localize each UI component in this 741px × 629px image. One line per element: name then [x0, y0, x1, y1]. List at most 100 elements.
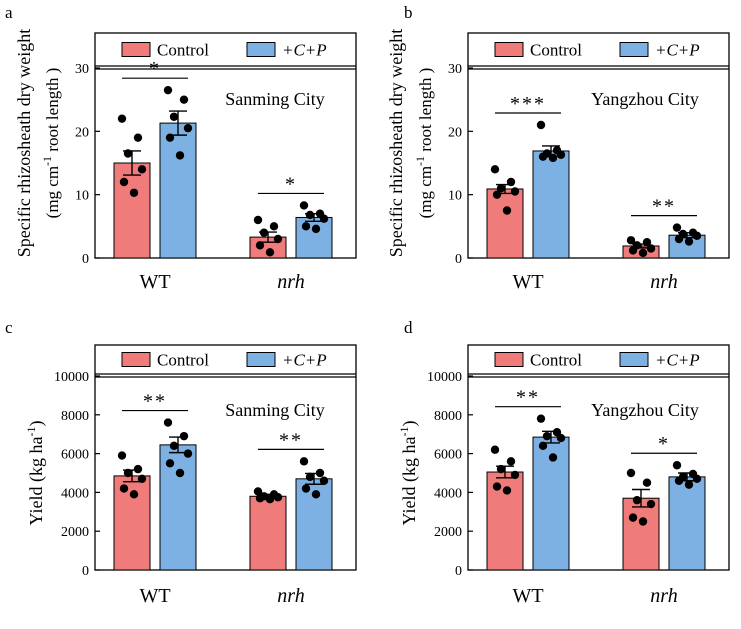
- y-tick-label: 0: [455, 564, 462, 579]
- y-tick-label: 2000: [61, 525, 89, 540]
- legend-treatment-swatch: [619, 352, 649, 367]
- data-point: [175, 151, 185, 160]
- data-point: [684, 237, 694, 246]
- legend-treatment-label: +C+P: [655, 41, 700, 60]
- data-point: [506, 457, 516, 466]
- y-tick-label: 10000: [54, 370, 89, 385]
- y-tick-label: 30: [75, 62, 89, 77]
- y-tick-label: 10: [75, 189, 89, 204]
- y-tick-label: 0: [82, 564, 89, 579]
- data-point: [175, 468, 185, 478]
- bar: [113, 162, 151, 259]
- y-tick-label: 4000: [61, 486, 89, 501]
- data-point: [548, 453, 558, 462]
- panel-b: b Control +C+P Yangzhou City 0 10 20 30 Specific…: [386, 3, 730, 293]
- data-point: [510, 187, 520, 196]
- significance-marker: *: [149, 58, 161, 80]
- category-label: nrh: [650, 585, 677, 607]
- data-point: [492, 190, 502, 199]
- y-axis-label: Yield (kg ha-1): [24, 421, 47, 526]
- y-tick-label: 8000: [61, 409, 89, 424]
- y-tick-label: 6000: [61, 448, 89, 463]
- data-point: [692, 474, 702, 484]
- bar: [486, 471, 524, 571]
- y-tick-label: 2000: [434, 525, 462, 540]
- data-point: [273, 234, 283, 244]
- panel-d: d Control +C+P Yangzhou City 0 2000 4000 6000 80…: [397, 318, 730, 607]
- legend-control-label: Control: [530, 351, 582, 370]
- data-point: [510, 470, 520, 480]
- data-point: [259, 228, 269, 237]
- data-point: [179, 431, 189, 441]
- y-tick-label: 0: [82, 252, 89, 267]
- plot-frame: [467, 344, 730, 571]
- data-point: [301, 222, 311, 231]
- data-point: [492, 482, 502, 491]
- legend-treatment-label: +C+P: [282, 351, 327, 370]
- data-point: [169, 112, 179, 121]
- legend-control-swatch: [494, 42, 524, 57]
- data-point: [628, 513, 638, 522]
- y-tick-label: 4000: [434, 486, 462, 501]
- data-point: [628, 246, 638, 255]
- significance-marker: **: [652, 196, 676, 218]
- data-point: [165, 133, 175, 142]
- location-label: Sanming City: [225, 400, 325, 420]
- data-point: [672, 461, 682, 470]
- significance-marker: ***: [510, 93, 546, 115]
- location-label: Yangzhou City: [591, 89, 699, 109]
- data-point: [273, 493, 283, 502]
- data-point: [626, 468, 636, 478]
- category-label: WT: [139, 271, 170, 293]
- data-point: [137, 474, 147, 484]
- data-point: [642, 237, 652, 247]
- data-point: [536, 414, 546, 423]
- data-point: [255, 494, 265, 503]
- data-point: [169, 441, 179, 451]
- data-point: [123, 149, 133, 158]
- significance-marker: *: [285, 173, 297, 195]
- data-point: [301, 484, 311, 493]
- data-point: [133, 464, 143, 474]
- data-point: [183, 123, 193, 133]
- data-point: [265, 494, 275, 504]
- plot-frame: [467, 32, 730, 259]
- legend-treatment-swatch: [246, 42, 276, 57]
- y-tick-label: 0: [455, 252, 462, 267]
- category-label: WT: [512, 271, 543, 293]
- data-point: [119, 484, 129, 493]
- y-axis-unit: (mg cm-1 root length ): [40, 68, 62, 219]
- y-tick-label: 6000: [434, 448, 462, 463]
- data-point: [556, 433, 566, 443]
- data-point: [129, 490, 139, 499]
- panel-letter: b: [404, 3, 413, 22]
- data-point: [692, 231, 702, 241]
- legend-control-label: Control: [157, 41, 209, 60]
- bar: [622, 497, 660, 571]
- data-point: [179, 95, 189, 104]
- data-point: [299, 201, 309, 210]
- y-axis-label: Specific rhizosheath dry weight: [14, 29, 34, 257]
- bar: [113, 475, 151, 571]
- bar: [668, 476, 706, 571]
- location-label: Yangzhou City: [591, 400, 699, 420]
- data-point: [305, 472, 315, 482]
- y-tick-label: 30: [448, 62, 462, 77]
- data-point: [163, 418, 173, 427]
- bar: [486, 188, 524, 259]
- data-point: [490, 445, 500, 454]
- legend-control-label: Control: [157, 351, 209, 370]
- data-point: [123, 468, 133, 478]
- y-axis-label: Yield (kg ha-1): [397, 421, 420, 526]
- category-label: WT: [512, 585, 543, 607]
- category-label: nrh: [277, 585, 304, 607]
- panel-letter: c: [5, 318, 13, 337]
- data-point: [299, 457, 309, 466]
- data-point: [542, 431, 552, 441]
- data-point: [548, 153, 558, 163]
- data-point: [119, 177, 129, 187]
- data-point: [133, 133, 143, 142]
- bar: [249, 495, 287, 571]
- data-point: [646, 244, 656, 253]
